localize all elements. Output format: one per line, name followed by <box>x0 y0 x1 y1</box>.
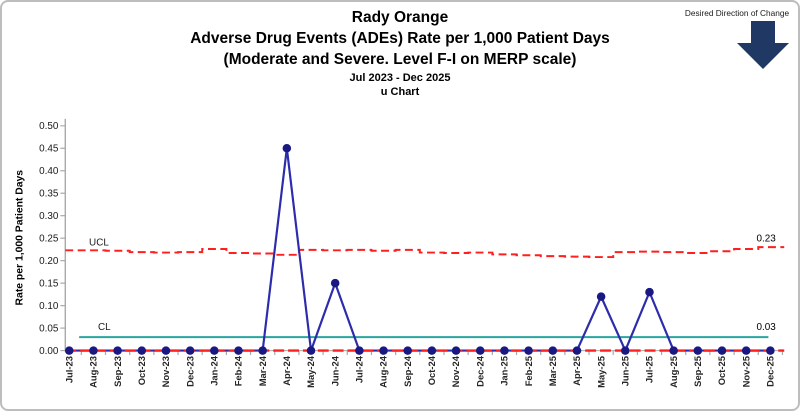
down-arrow-icon <box>737 21 789 69</box>
x-tick-label: Feb-24 <box>233 355 244 386</box>
y-tick-labels: 0.00 0.05 0.10 0.15 0.20 0.25 0.30 0.35 0.40 0.45… <box>39 121 59 357</box>
data-point-marker <box>113 346 122 355</box>
x-tick-label: Oct-23 <box>136 356 147 385</box>
x-tick-label: Sep-24 <box>402 355 413 387</box>
data-point-marker <box>524 346 533 355</box>
y-tick-label: 0.35 <box>39 189 59 200</box>
x-tick-label: Oct-24 <box>426 355 437 385</box>
x-tick-label: Jun-24 <box>329 355 340 386</box>
ucl-line-label: UCL <box>89 238 109 249</box>
data-point-marker <box>137 346 147 355</box>
x-tick-label: Jan-24 <box>208 355 219 386</box>
desired-direction-callout: Desired Direction of Change <box>681 8 793 18</box>
x-tick-label: Aug-23 <box>88 356 99 388</box>
x-tick-label: Apr-25 <box>571 356 582 386</box>
data-point-marker <box>645 287 654 297</box>
data-point-marker <box>596 292 606 301</box>
data-point-marker <box>621 346 630 355</box>
chart-header: Rady Orange Adverse Drug Events (ADEs) R… <box>2 7 798 99</box>
data-point-marker <box>766 346 775 355</box>
x-tick-label: Dec-24 <box>474 355 485 387</box>
data-point-marker <box>403 346 412 355</box>
data-point-marker <box>693 346 703 355</box>
data-point-marker <box>741 346 751 355</box>
y-tick-label: 0.30 <box>39 211 59 222</box>
chart-title-line-2: Adverse Drug Events (ADEs) Rate per 1,00… <box>190 30 610 47</box>
ucl-end-value-label: 0.23 <box>756 234 776 245</box>
data-point-marker <box>185 346 195 355</box>
y-tick-label: 0.00 <box>39 346 59 357</box>
y-tick-label: 0.45 <box>39 144 59 155</box>
y-tick-label: 0.40 <box>39 166 59 177</box>
x-tick-label: Jul-24 <box>354 355 365 383</box>
y-tick-label: 0.25 <box>39 234 59 245</box>
down-arrow-shape <box>737 21 789 69</box>
data-point-markers <box>64 144 775 355</box>
chart-date-range: Jul 2023 - Dec 2025 <box>349 72 451 84</box>
y-tick-label: 0.10 <box>39 301 59 312</box>
data-point-marker <box>717 346 727 355</box>
y-tick-label: 0.05 <box>39 324 59 335</box>
x-tick-label: Apr-24 <box>281 355 292 386</box>
data-point-marker <box>451 346 461 355</box>
x-tick-label: Dec-23 <box>184 356 195 387</box>
x-tick-label: Dec-25 <box>765 356 776 387</box>
x-tick-label: Nov-23 <box>160 356 171 387</box>
x-tick-label: Jul-23 <box>63 356 74 383</box>
y-axis-title: Rate per 1,000 Patient Days <box>15 170 26 306</box>
cl-end-value-label: 0.03 <box>756 322 776 333</box>
x-tick-label: Aug-24 <box>378 355 389 388</box>
data-point-marker <box>161 346 171 355</box>
x-tick-label: Jul-25 <box>644 356 655 383</box>
data-point-marker <box>379 346 388 355</box>
data-point-marker <box>669 346 678 355</box>
data-point-marker <box>500 346 509 355</box>
y-tick-label: 0.50 <box>39 121 59 132</box>
x-tick-label: May-25 <box>595 356 606 388</box>
data-point-marker <box>355 346 364 355</box>
data-point-marker <box>572 346 582 355</box>
x-tick-label: Nov-25 <box>740 356 751 387</box>
x-tick-label: Jun-25 <box>619 356 630 386</box>
data-point-marker <box>64 346 74 355</box>
chart-type-label: u Chart <box>380 85 420 98</box>
chart-title-line-1: Rady Orange <box>351 9 449 26</box>
data-point-marker <box>234 346 243 355</box>
ucl-line <box>65 246 785 259</box>
x-tick-label: Jan-25 <box>499 356 510 386</box>
data-point-marker <box>306 346 316 355</box>
data-point-marker <box>210 346 219 355</box>
x-tick-label: Mar-24 <box>257 355 268 386</box>
x-tick-label: Sep-23 <box>112 356 123 387</box>
ucl <box>65 246 785 259</box>
y-tick-label: 0.15 <box>39 279 59 290</box>
desired-direction-label: Desired Direction of Change <box>684 8 790 18</box>
x-tick-label: Mar-25 <box>547 356 558 386</box>
y-axis <box>60 118 66 352</box>
x-tick-label: Nov-24 <box>450 355 461 387</box>
data-point-marker <box>427 346 437 355</box>
y-tick-label: 0.20 <box>39 256 59 267</box>
data-point-marker <box>548 346 558 355</box>
x-tick-label: May-24 <box>305 355 316 388</box>
data-point-marker <box>282 144 292 153</box>
data-point-marker <box>258 346 267 355</box>
x-tick-label: Aug-25 <box>668 356 679 388</box>
cl-line-label: CL <box>98 322 111 333</box>
data-point-marker <box>475 346 485 355</box>
data-point-marker <box>330 278 340 288</box>
x-tick-label: Sep-25 <box>692 356 703 387</box>
x-tick-labels: Jul-23 Aug-23 Sep-23 Oct-23 Nov-23 Dec-23 Jan-… <box>63 355 775 388</box>
x-tick-label: Feb-25 <box>523 356 534 386</box>
data-point-marker <box>89 346 98 355</box>
chart-title-line-3: (Moderate and Severe. Level F-I on MERP … <box>223 51 577 68</box>
x-tick-label: Oct-25 <box>716 356 727 385</box>
